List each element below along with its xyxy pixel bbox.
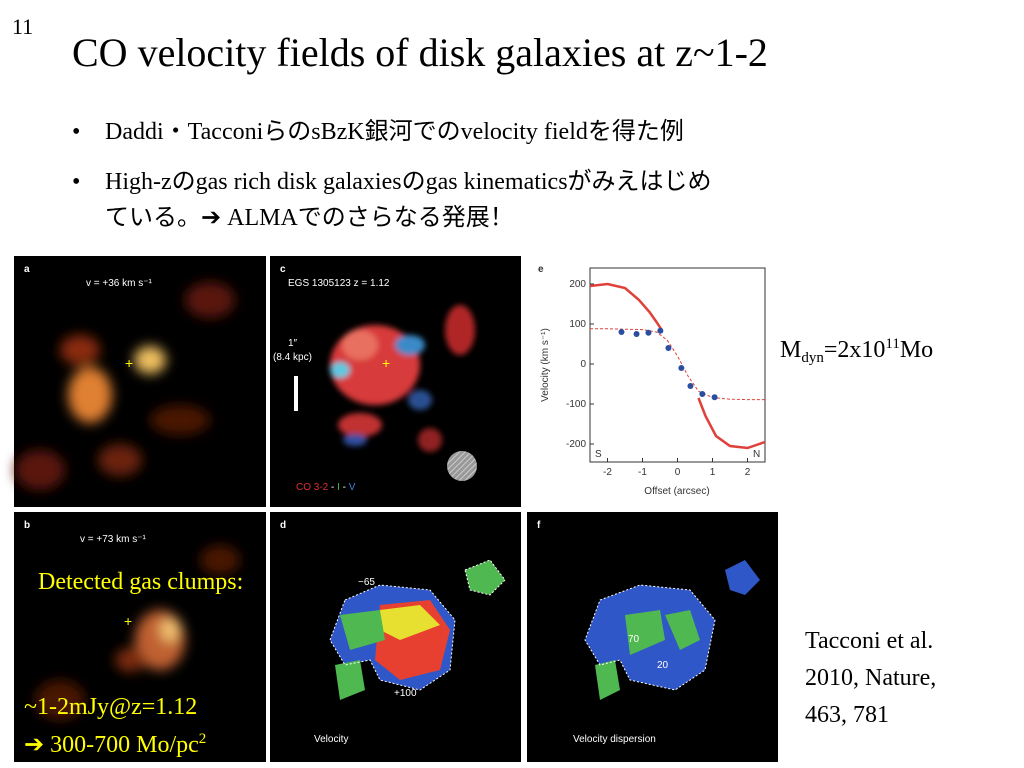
contour-label: +100	[394, 688, 417, 699]
panel-d: d −65 +100 Velocity	[270, 512, 521, 762]
y-tick-label: 0	[580, 359, 586, 370]
superscript: 2	[199, 731, 207, 747]
data-point	[645, 329, 652, 336]
x-tick-label: 2	[745, 467, 751, 478]
bullet: ている。➔ ALMAでのさらなる発展！	[105, 204, 514, 231]
beam	[447, 451, 477, 481]
panel-label: a	[24, 264, 30, 275]
velocity-map	[340, 610, 385, 650]
bullet-mark: •	[72, 169, 80, 195]
legend-sep: -	[328, 482, 337, 493]
text: ➔ 300-700 Mo/pc	[24, 732, 199, 758]
dispersion-map	[595, 660, 620, 700]
data-point	[665, 345, 672, 351]
panel-label: e	[538, 264, 544, 275]
y-axis-label: Velocity (km s⁻¹)	[540, 328, 551, 402]
side-label: N	[753, 449, 760, 460]
emission	[330, 305, 475, 452]
citation: 463, 781	[805, 702, 889, 728]
panel-caption: v = +73 km s⁻¹	[80, 534, 147, 545]
panel-c: c EGS 1305123 z = 1.12 1″ (8.4 kpc) + CO…	[270, 256, 521, 507]
data-point	[618, 329, 625, 335]
y-tick-label: 200	[569, 279, 586, 290]
x-tick-label: -2	[603, 467, 612, 478]
panel-caption: Velocity	[314, 734, 348, 745]
bullet: High-zのgas rich disk galaxiesのgas kinema…	[105, 168, 712, 195]
side-label: S	[595, 449, 602, 460]
panel-f: f 70 20 Velocity dispersion	[527, 512, 778, 762]
panel-label: f	[537, 520, 541, 531]
contour	[464, 559, 506, 596]
data-point	[657, 327, 664, 334]
velocity-map	[465, 560, 505, 595]
text: M	[780, 337, 801, 363]
scale-label: (8.4 kpc)	[273, 352, 312, 363]
legend: CO 3-2 - I - V	[296, 482, 356, 493]
contour	[329, 584, 456, 691]
scale-label: 1″	[288, 338, 298, 349]
slide-title: CO velocity fields of disk galaxies at z…	[72, 30, 768, 75]
panel-caption: v = +36 km s⁻¹	[86, 278, 153, 289]
panel-a: a v = +36 km s⁻¹ +	[14, 256, 266, 507]
x-tick-label: -1	[638, 467, 647, 478]
x-tick-label: 1	[710, 467, 716, 478]
panel-b: b v = +73 km s⁻¹ +	[14, 512, 266, 762]
contour-label: 20	[657, 660, 669, 671]
legend-sep: -	[340, 482, 349, 493]
panel-bg	[530, 256, 770, 507]
scale-bar	[294, 376, 298, 411]
data-point	[711, 394, 718, 401]
text: Mo	[900, 337, 933, 363]
emission	[35, 545, 240, 720]
citation: Tacconi et al.	[805, 628, 933, 654]
data-point	[678, 365, 685, 371]
contour-label: 70	[628, 634, 640, 645]
data-point	[687, 383, 694, 389]
text: =2x10	[824, 337, 886, 363]
y-tick-label: 100	[569, 319, 586, 330]
superscript: 11	[885, 336, 899, 352]
dispersion-map	[665, 610, 700, 650]
panel-label: b	[24, 520, 30, 531]
panel-e: e Velocity (km s⁻¹) Offset (arcsec) S N …	[530, 256, 770, 507]
contour-label: −65	[358, 577, 375, 588]
contour	[584, 584, 716, 691]
panel-label: c	[280, 264, 286, 275]
data-point	[699, 391, 706, 397]
center-mark: +	[124, 613, 132, 629]
model-curve	[589, 282, 663, 331]
legend-item: CO 3-2	[296, 482, 329, 493]
center-mark: +	[382, 355, 390, 371]
subscript: dyn	[801, 350, 824, 366]
center-mark: +	[125, 355, 133, 371]
panel-caption: EGS 1305123 z = 1.12	[288, 278, 390, 289]
dynamical-mass: Mdyn=2x1011Mo	[780, 336, 933, 366]
legend-item: I	[337, 482, 340, 493]
annotation: Detected gas clumps:	[38, 569, 243, 595]
velocity-map	[335, 660, 365, 700]
data-point	[633, 331, 640, 337]
bullet-mark: •	[72, 119, 80, 145]
x-axis-label: Offset (arcsec)	[644, 486, 709, 497]
bullet: Daddi・TacconiらのsBzK銀河でのvelocity fieldを得た…	[105, 118, 684, 145]
dispersion-map	[625, 610, 665, 655]
annotation: ➔ 300-700 Mo/pc2	[24, 731, 206, 758]
panel-caption: Velocity dispersion	[573, 734, 656, 745]
velocity-map	[380, 605, 440, 640]
annotation: ~1-2mJy@z=1.12	[24, 694, 197, 720]
emission	[15, 282, 235, 490]
model-curve	[590, 328, 765, 401]
legend-item: V	[349, 482, 356, 493]
dispersion-map	[725, 560, 760, 595]
panel-label: d	[280, 520, 286, 531]
citation: 2010, Nature,	[805, 665, 936, 691]
slide-number: 11	[12, 14, 33, 39]
y-tick-label: -200	[566, 439, 586, 450]
x-tick-label: 0	[675, 467, 681, 478]
model-curve	[697, 397, 766, 450]
y-tick-label: -100	[566, 399, 586, 410]
